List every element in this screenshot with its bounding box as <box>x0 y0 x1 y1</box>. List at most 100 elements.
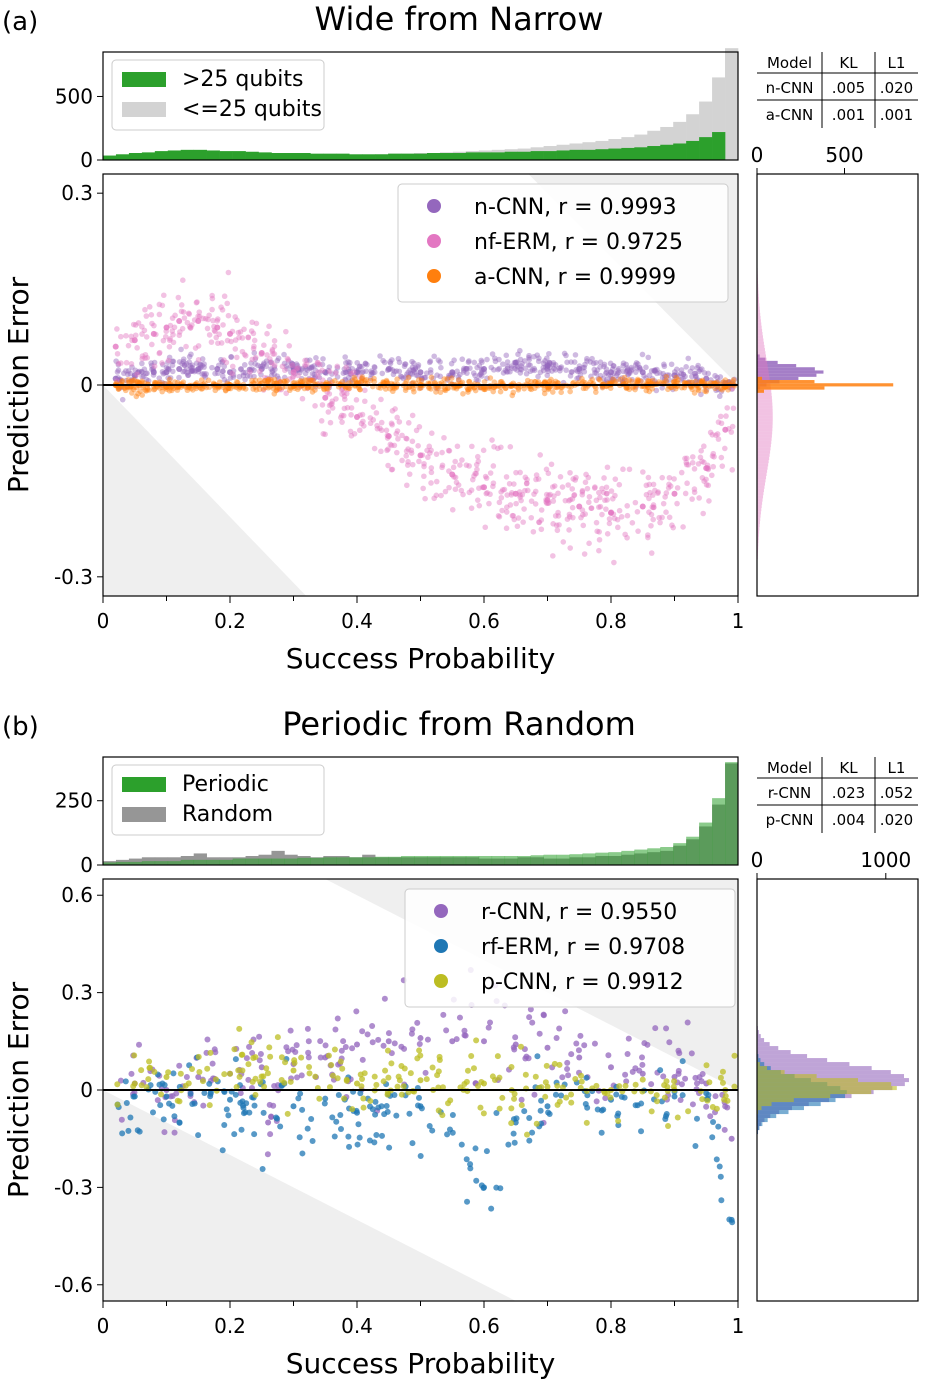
scatter-point <box>417 1035 424 1042</box>
right-hist-bar <box>757 450 771 454</box>
scatter-point <box>662 494 668 500</box>
x-tick-label: 0.6 <box>468 1314 500 1338</box>
right-hist-bar <box>757 524 760 528</box>
scatter-point <box>421 463 427 470</box>
right-hist-bar <box>757 453 770 457</box>
scatter-point <box>659 514 665 521</box>
scatter-point <box>680 371 687 378</box>
scatter-point <box>362 387 368 394</box>
scatter-point <box>225 269 232 276</box>
scatter-point <box>183 360 190 367</box>
scatter-point <box>454 368 460 375</box>
scatter-point <box>195 343 202 349</box>
top-hist-bar <box>673 843 687 865</box>
scatter-point <box>551 365 557 372</box>
scatter-point <box>666 1039 673 1046</box>
scatter-point <box>396 359 403 366</box>
scatter-point <box>449 471 456 478</box>
scatter-point <box>544 372 551 379</box>
top-hist-bar <box>517 151 531 160</box>
scatter-point <box>584 358 590 364</box>
scatter-point <box>265 376 272 383</box>
scatter-point <box>621 1094 628 1101</box>
scatter-point <box>394 1083 401 1090</box>
scatter-point <box>522 474 529 481</box>
right-hist-bar <box>757 293 759 297</box>
scatter-point <box>544 362 551 369</box>
scatter-point <box>543 466 550 473</box>
right-hist-series-1 <box>757 268 773 560</box>
scatter-point <box>314 360 321 366</box>
scatter-point <box>441 386 448 393</box>
scatter-point <box>158 1091 165 1098</box>
scatter-legend-marker <box>427 269 441 283</box>
top-hist-bar <box>465 152 480 160</box>
scatter-point <box>481 1080 487 1087</box>
scatter-point <box>282 367 288 374</box>
scatter-point <box>340 1038 347 1045</box>
scatter-point <box>345 385 351 391</box>
scatter-point <box>544 1044 551 1051</box>
scatter-point <box>714 379 721 386</box>
scatter-point <box>646 481 653 488</box>
scatter-point <box>219 358 226 365</box>
scatter-point <box>193 299 200 306</box>
scatter-point <box>692 1143 699 1150</box>
scatter-point <box>717 374 724 380</box>
scatter-point <box>692 370 699 377</box>
scatter-point <box>409 371 416 377</box>
top-hist-bar <box>686 140 700 160</box>
scatter-point <box>169 387 175 394</box>
scatter-point <box>396 419 403 425</box>
scatter-point <box>269 348 276 354</box>
scatter-point <box>484 356 490 363</box>
scatter-point <box>624 1050 631 1057</box>
scatter-point <box>511 481 517 487</box>
scatter-point <box>501 486 508 493</box>
scatter-point <box>463 366 470 372</box>
scatter-point <box>567 469 573 476</box>
scatter-point <box>170 358 177 365</box>
top-hist-bar <box>556 150 570 160</box>
scatter-point <box>552 367 559 373</box>
scatter-point <box>471 473 477 479</box>
scatter-point <box>652 367 658 373</box>
scatter-point <box>428 447 434 454</box>
scatter-point <box>584 355 590 362</box>
right-hist-bar <box>757 1058 828 1063</box>
scatter-point <box>176 332 183 339</box>
scatter-point <box>426 359 433 366</box>
scatter-point <box>306 377 312 383</box>
scatter-point <box>597 364 603 370</box>
scatter-point <box>651 504 657 511</box>
scatter-point <box>645 534 651 541</box>
scatter-point <box>461 1027 468 1034</box>
scatter-point <box>224 337 231 344</box>
scatter-point <box>601 475 607 481</box>
scatter-point <box>294 386 301 393</box>
scatter-point <box>543 491 550 498</box>
scatter-point <box>555 509 561 516</box>
scatter-point <box>634 1102 641 1109</box>
scatter-point <box>317 369 323 376</box>
top-hist-bar <box>582 853 596 865</box>
scatter-point <box>321 386 327 393</box>
top-hist-bar <box>362 857 376 865</box>
scatter-point <box>702 388 708 394</box>
scatter-point <box>498 494 505 501</box>
scatter-point <box>611 515 618 522</box>
scatter-point <box>415 362 422 368</box>
scatter-point <box>521 506 527 512</box>
scatter-point <box>604 497 610 503</box>
scatter-point <box>531 365 537 372</box>
scatter-point <box>329 1072 336 1079</box>
scatter-point <box>176 374 182 381</box>
scatter-point <box>709 453 716 459</box>
scatter-point <box>239 1102 246 1109</box>
table-cell: .020 <box>880 79 913 97</box>
scatter-point <box>554 1101 561 1108</box>
scatter-point <box>326 402 333 409</box>
scatter-point <box>451 357 457 363</box>
scatter-point <box>317 361 323 368</box>
